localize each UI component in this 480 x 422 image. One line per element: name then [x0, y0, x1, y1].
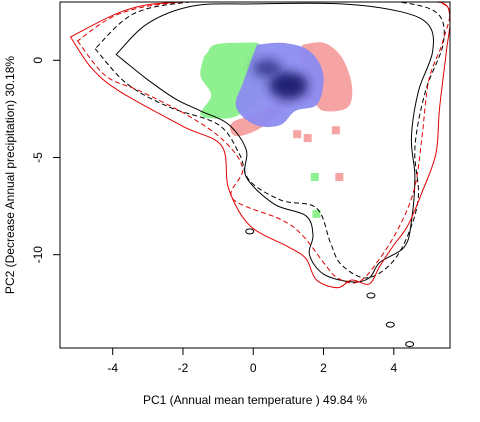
contour-island: [366, 292, 376, 299]
contour-island: [385, 321, 395, 328]
y-tick-label: 0: [31, 57, 45, 64]
y-axis-title: PC2 (Decrease Annual precipitation) 30.1…: [3, 56, 17, 294]
density-regions: [200, 42, 353, 218]
density-core-1: [269, 71, 308, 100]
contour-red-dashed: [76, 2, 450, 284]
density-core-2: [253, 59, 282, 77]
density-speck-red: [293, 130, 302, 139]
y-tick-label: -5: [31, 152, 45, 163]
x-tick-label: 2: [320, 361, 327, 375]
x-tick-label: -4: [107, 361, 118, 375]
contour-lines: [69, 2, 450, 348]
y-tick-label: -10: [31, 246, 45, 264]
contour-black-solid: [115, 2, 434, 283]
density-speck-green: [312, 209, 321, 218]
x-tick-label: 4: [390, 361, 397, 375]
x-tick-label: -2: [178, 361, 189, 375]
plot-frame: [59, 1, 451, 349]
density-speck-red: [331, 126, 340, 135]
density-speck-green: [310, 172, 319, 181]
contour-black-dashed: [94, 2, 445, 279]
contour-red-solid: [69, 2, 450, 289]
axes: -4 -2 0 2 4 0 -5 -10: [31, 57, 397, 375]
x-tick-label: 0: [250, 361, 257, 375]
density-speck-red: [335, 172, 344, 181]
contour-island: [405, 341, 415, 348]
x-axis-title: PC1 (Annual mean temperature ) 49.84 %: [143, 393, 367, 407]
contour-island: [245, 228, 255, 235]
density-speck-red: [303, 134, 312, 143]
